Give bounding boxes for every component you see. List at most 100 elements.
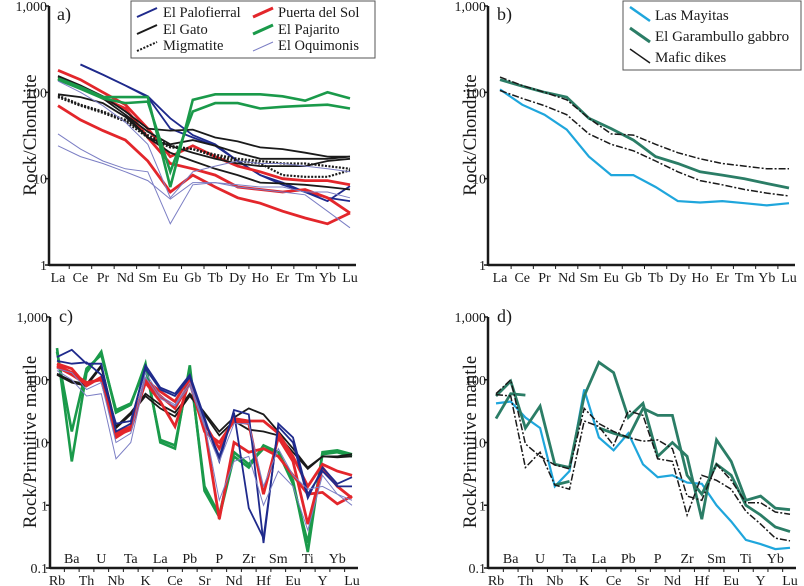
x-tick-label: Dy	[669, 271, 686, 286]
x-tick-labels: La Ce Pr Nd Sm Eu Gb Tb Dy Ho Er Tm Yb Lu	[51, 271, 358, 286]
ylabel: Rock/Primitive mantle	[20, 356, 41, 529]
y-tick-label: 1	[479, 499, 486, 514]
legend-swatch	[629, 5, 651, 23]
legend-label: Puerta del Sol	[278, 5, 359, 21]
x-tick-label: Pr	[538, 271, 551, 286]
series-line-el-garambullo-gabbro	[495, 360, 791, 520]
series-line-el-pajarito	[57, 78, 351, 176]
series-line-migmatite	[57, 96, 351, 170]
x-tick-label: Ta	[124, 552, 139, 567]
x-tick-label: Ce	[167, 574, 183, 586]
legend-label: Migmatite	[163, 38, 223, 54]
x-tick-label: Tb	[207, 271, 223, 286]
x-tick-label: Nd	[117, 271, 134, 286]
legend-swatch	[252, 6, 274, 19]
panel-c-primitive-mantle: Rock/Primitive mantle c) 1,000 100 10 1 …	[17, 306, 360, 586]
y-tick-label: 0.1	[31, 562, 49, 577]
x-tick-label: K	[140, 574, 150, 586]
series-line-mafic-dikes	[499, 89, 790, 197]
legend-swatch	[629, 26, 651, 44]
panel-a-chondrite-ree: Rock/Chondrite a) 1,000 100 10 1 La Ce Pr N…	[16, 0, 376, 286]
series-line-el-gato	[57, 76, 351, 160]
panel-b-chondrite-ree: Rock/Chondrite b) 1,000 100 10 1 La Ce Pr N…	[455, 0, 802, 286]
x-tick-label: Ba	[64, 552, 80, 567]
x-tick-label: Tm	[735, 271, 755, 286]
x-tick-label: Yb	[319, 271, 336, 286]
series-line-el-pajarito	[57, 77, 351, 188]
x-tick-label: Sr	[637, 574, 650, 586]
panel-d-primitive-mantle: Rock/Primitive mantle d) 1,000 100 10 1 …	[455, 306, 798, 586]
x-tick-label: La	[592, 552, 608, 567]
legend-label: El Garambullo gabbro	[655, 29, 789, 45]
x-tick-label: K	[579, 574, 589, 586]
x-tick-label: U	[96, 552, 106, 567]
x-tick-label: Ta	[563, 552, 578, 567]
y-tick-label: 1,000	[455, 311, 487, 326]
legend: El Palofierral El Gato Migmatite Puerta …	[130, 0, 376, 59]
series-line-el-oquimonis	[56, 368, 353, 532]
x-tick-label: Ti	[740, 552, 752, 567]
x-tick-label: Eu	[285, 574, 301, 586]
legend: Las Mayitas El Garambullo gabbro Mafic d…	[622, 0, 802, 71]
x-tick-label: Rb	[488, 574, 504, 586]
x-tick-label: Lu	[781, 271, 797, 286]
x-tick-label: Ba	[503, 552, 519, 567]
legend-swatch	[136, 24, 158, 35]
y-tick-labels: 1,000 100 10 1	[455, 0, 487, 274]
x-tick-label: Nd	[664, 574, 681, 586]
x-tick-label: Ce	[606, 574, 622, 586]
y-tick-labels: 1,000 100 10 1 0.1	[455, 311, 487, 577]
x-tick-label: Yb	[758, 271, 775, 286]
y-tick-label: 1,000	[17, 311, 49, 326]
x-tick-label: Zr	[242, 552, 256, 567]
series-line-el-palofierral	[56, 348, 352, 544]
x-tick-label: Sm	[707, 552, 726, 567]
y-tick-label: 10	[33, 173, 47, 188]
x-tick-label: P	[654, 552, 662, 567]
series-line-mafic-dikes	[495, 393, 791, 542]
legend-box	[622, 0, 802, 71]
x-tick-label: Er	[716, 271, 730, 286]
x-tick-label: Nd	[225, 574, 242, 586]
series-lines	[55, 347, 353, 553]
x-tick-label: Ti	[302, 552, 314, 567]
legend-swatch	[136, 41, 158, 52]
x-tick-label: Ho	[692, 271, 709, 286]
x-tick-label: Tb	[648, 271, 664, 286]
series-line-mafic-dikes	[495, 378, 791, 515]
series-line-puerta-del-sol	[57, 104, 351, 226]
legend-box	[130, 0, 376, 59]
x-tick-label: Ce	[73, 271, 89, 286]
y-tick-label: 100	[465, 86, 486, 101]
x-tick-label: Nb	[107, 574, 124, 586]
x-tick-label: La	[493, 271, 509, 286]
panel-label: d)	[497, 306, 512, 327]
x-tick-label: Nd	[558, 271, 575, 286]
x-tick-label: Lu	[342, 271, 358, 286]
y-tick-label: 1	[41, 499, 48, 514]
legend-label: El Oquimonis	[278, 38, 359, 54]
series-lines	[499, 76, 790, 207]
series-line-el-pajarito	[55, 351, 353, 544]
axes	[46, 316, 358, 572]
x-tick-label: Er	[276, 271, 290, 286]
x-tick-label: Lu	[344, 574, 360, 586]
y-tick-label: 1	[479, 259, 486, 274]
legend-label: El Gato	[163, 22, 208, 38]
x-tick-label: Gb	[184, 271, 201, 286]
legend-label: Las Mayitas	[655, 8, 729, 24]
series-line-el-gato	[57, 75, 350, 158]
x-tick-label: Tm	[295, 271, 315, 286]
y-tick-label: 10	[34, 437, 48, 452]
x-tick-label: Sm	[580, 271, 599, 286]
x-tick-label: U	[535, 552, 545, 567]
legend-swatch	[252, 41, 274, 52]
series-line-el-garambullo-gabbro	[499, 78, 790, 190]
x-tick-label: Pr	[97, 271, 110, 286]
ylabel: Rock/Chondrite	[20, 74, 41, 195]
y-tick-label: 100	[465, 374, 486, 389]
x-tick-label: Y	[317, 574, 327, 586]
